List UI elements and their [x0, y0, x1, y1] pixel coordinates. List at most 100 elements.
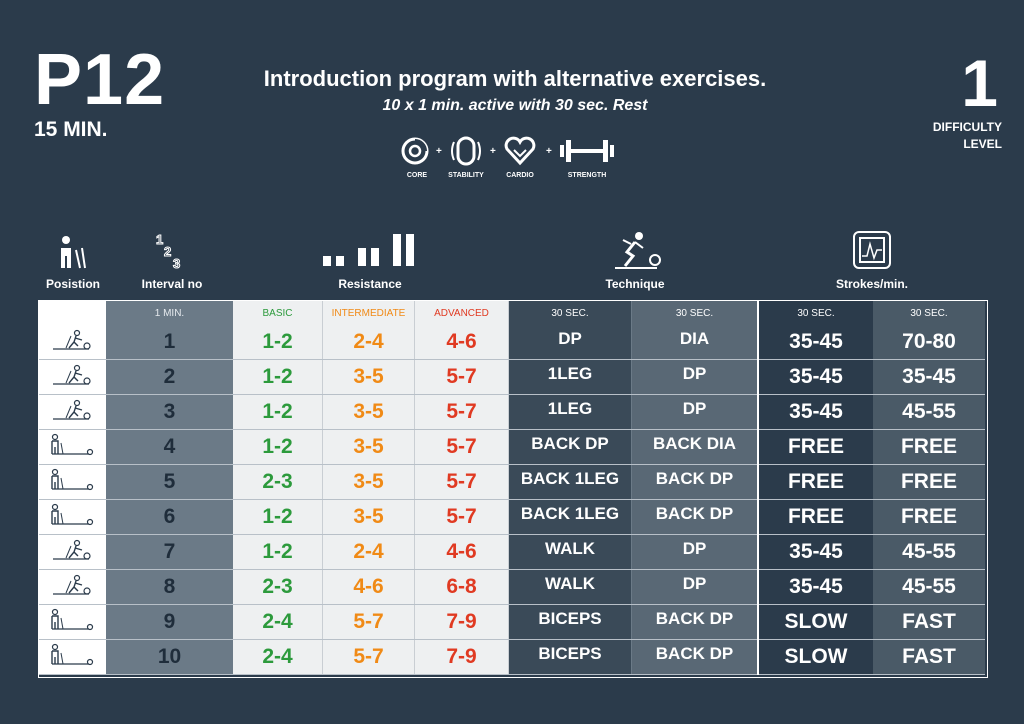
table-row: 4 1-2 3-5 5-7 BACK DP BACK DIA FREE FREE — [39, 429, 985, 465]
intermediate-value: 5-7 — [322, 604, 415, 640]
program-duration: 15 MIN. — [34, 118, 108, 141]
col-advanced: ADVANCED — [414, 301, 509, 325]
strokes-2: FREE — [873, 429, 985, 465]
position-icon-cell — [39, 429, 106, 465]
focus-plus-2: + — [490, 146, 496, 157]
resistance-bars-icon — [323, 234, 414, 266]
table-row: 7 1-2 2-4 4-6 WALK DP 35-45 45-55 — [39, 534, 985, 570]
header-resistance-label: Resistance — [338, 277, 402, 291]
strokes-2: FREE — [873, 499, 985, 535]
intermediate-value: 2-4 — [322, 534, 415, 570]
strokes-2: 70-80 — [873, 325, 985, 360]
technique-1: BICEPS — [508, 639, 632, 675]
interval-no: 2 — [106, 359, 233, 395]
strokes-1: 35-45 — [757, 359, 873, 395]
strength-icon — [560, 140, 614, 162]
advanced-value: 4-6 — [414, 534, 509, 570]
advanced-value: 6-8 — [414, 569, 509, 605]
position-icon-cell — [39, 534, 106, 570]
technique-1-text: WALK — [544, 539, 596, 558]
col-intermediate: INTERMEDIATE — [322, 301, 415, 325]
intermediate-value: 2-4 — [322, 325, 415, 360]
technique-2: DP — [631, 394, 758, 430]
technique-1: 1LEG — [508, 359, 632, 395]
strokes-1: 35-45 — [757, 569, 873, 605]
technique-1: 1LEG — [508, 394, 632, 430]
col-strokes-1: 30 SEC. — [757, 301, 873, 325]
basic-value: 1-2 — [233, 325, 323, 360]
technique-1: BACK DP — [508, 429, 632, 465]
interval-no: 3 — [106, 394, 233, 430]
intermediate-value: 5-7 — [322, 639, 415, 675]
technique-2: DP — [631, 569, 758, 605]
table-row: 10 2-4 5-7 7-9 BICEPS BACK DP SLOW FAST — [39, 639, 985, 675]
technique-1: WALK — [508, 569, 632, 605]
standing-position-icon — [49, 643, 97, 671]
technique-1-text: 1LEG — [547, 364, 593, 383]
interval-no: 5 — [106, 464, 233, 500]
strokes-1: 35-45 — [757, 534, 873, 570]
numbers-icon: 123 — [156, 232, 181, 271]
technique-1: BACK 1LEG — [508, 464, 632, 500]
technique-1-text: BACK 1LEG — [520, 504, 620, 523]
basic-value: 2-3 — [233, 464, 323, 500]
interval-no: 4 — [106, 429, 233, 465]
intermediate-value: 4-6 — [322, 569, 415, 605]
header-position: Posistion — [38, 230, 108, 291]
strokes-1: 35-45 — [757, 325, 873, 360]
strokes-2: FREE — [873, 464, 985, 500]
col-interval: 1 MIN. — [106, 301, 233, 325]
position-icon-cell — [39, 604, 106, 640]
focus-cardio: CARDIO — [498, 136, 542, 179]
strokes-2: 45-55 — [873, 569, 985, 605]
technique-2-text: BACK DP — [655, 504, 734, 523]
standing-position-icon — [49, 608, 97, 636]
col-technique-1: 30 SEC. — [508, 301, 632, 325]
basic-value: 2-3 — [233, 569, 323, 605]
col-strokes-2: 30 SEC. — [873, 301, 985, 325]
table-row: 1 1-2 2-4 4-6 DP DIA 35-45 70-80 — [39, 325, 985, 360]
intermediate-value: 3-5 — [322, 429, 415, 465]
header-technique-label: Technique — [605, 277, 665, 291]
technique-1-text: BACK DP — [531, 434, 609, 453]
standing-position-icon — [49, 433, 97, 461]
basic-value: 2-4 — [233, 639, 323, 675]
table-row: 5 2-3 3-5 5-7 BACK 1LEG BACK DP FREE FREE — [39, 464, 985, 500]
technique-1: DP — [508, 325, 632, 360]
table-row: 3 1-2 3-5 5-7 1LEG DP 35-45 45-55 — [39, 394, 985, 430]
technique-2: BACK DIA — [631, 429, 758, 465]
technique-2-text: BACK DP — [655, 644, 734, 663]
position-icon-cell — [39, 499, 106, 535]
strokes-1: SLOW — [757, 604, 873, 640]
difficulty-value: 1 — [961, 46, 998, 120]
technique-1-text: BACK 1LEG — [520, 469, 620, 488]
interval-no: 1 — [106, 325, 233, 360]
skiing-position-icon — [49, 539, 97, 566]
technique-2-text: BACK DP — [655, 469, 734, 488]
technique-1-text: BICEPS — [538, 609, 602, 628]
table-row: 2 1-2 3-5 5-7 1LEG DP 35-45 35-45 — [39, 359, 985, 395]
header-position-label: Posistion — [45, 277, 100, 291]
technique-1: BACK 1LEG — [508, 499, 632, 535]
technique-2-text: DP — [682, 399, 707, 418]
technique-2-text: DP — [682, 364, 707, 383]
program-table: 1 MIN. BASIC INTERMEDIATE ADVANCED 30 SE… — [39, 301, 985, 675]
advanced-value: 5-7 — [414, 464, 509, 500]
strokes-1: 35-45 — [757, 394, 873, 430]
interval-no: 7 — [106, 534, 233, 570]
basic-value: 1-2 — [233, 499, 323, 535]
difficulty-label: DIFFICULTY LEVEL — [882, 119, 1002, 153]
interval-no: 9 — [106, 604, 233, 640]
table-row: 8 2-3 4-6 6-8 WALK DP 35-45 45-55 — [39, 569, 985, 605]
strokes-1: FREE — [757, 499, 873, 535]
skiing-position-icon — [49, 574, 97, 601]
basic-value: 1-2 — [233, 394, 323, 430]
advanced-value: 5-7 — [414, 499, 509, 535]
technique-2: BACK DP — [631, 464, 758, 500]
technique-2-text: DP — [682, 574, 707, 593]
strokes-1: SLOW — [757, 639, 873, 675]
technique-2-text: DP — [682, 539, 707, 558]
advanced-value: 7-9 — [414, 639, 509, 675]
col-technique-2: 30 SEC. — [631, 301, 758, 325]
